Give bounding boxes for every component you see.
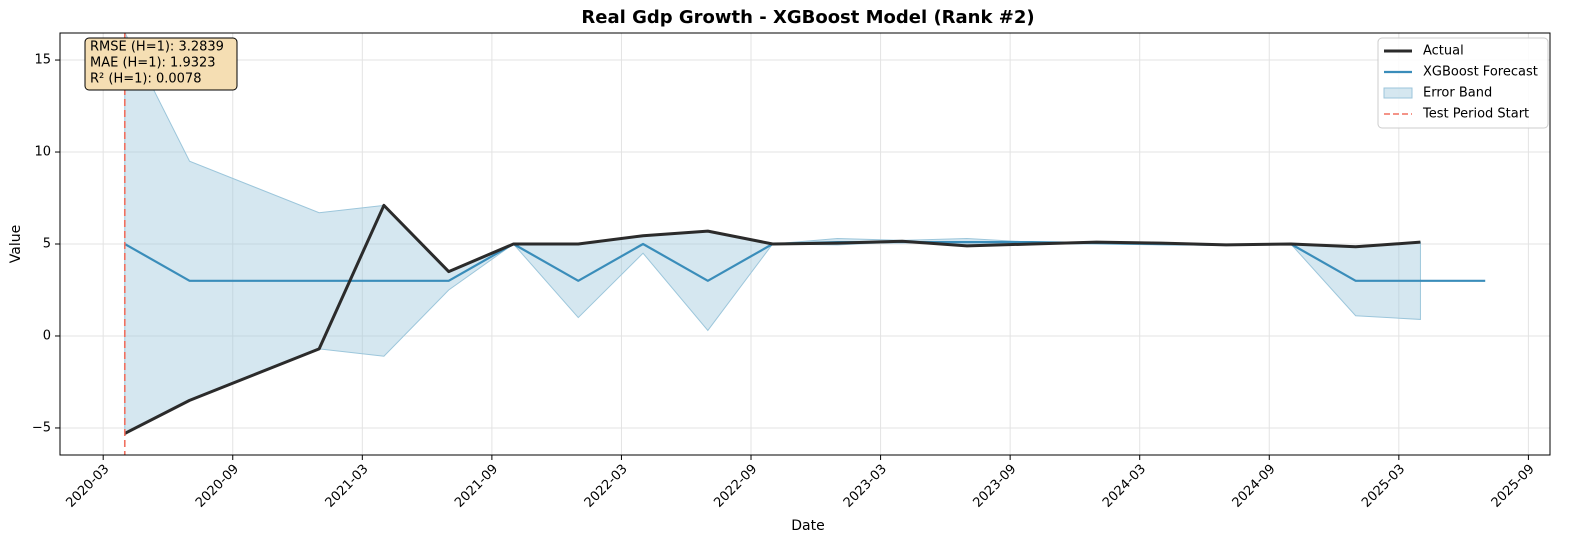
y-tick-label: 10 <box>34 145 51 160</box>
legend: Actual XGBoost Forecast Error Band Test Per… <box>1377 37 1549 129</box>
series-line <box>124 203 1421 435</box>
y-tick-label: 15 <box>34 53 51 68</box>
legend-label: Test Period Start <box>1422 107 1529 122</box>
legend-swatch <box>1383 87 1413 99</box>
chart-title: Real Gdp Growth - XGBoost Model (Rank #2… <box>581 7 1034 28</box>
legend-label: Actual <box>1423 44 1464 59</box>
metric-text: MAE (H=1): 1.9323 <box>90 56 216 71</box>
y-axis-label: Value <box>8 225 24 263</box>
y-tick-label: −5 <box>32 420 51 435</box>
plot-area <box>123 33 1486 455</box>
legend-label: XGBoost Forecast <box>1423 65 1538 80</box>
legend-box <box>1377 37 1549 129</box>
x-axis-label: Date <box>791 518 824 534</box>
legend-label: Error Band <box>1423 86 1492 101</box>
metrics-box-bg <box>84 37 238 91</box>
metric-text: RMSE (H=1): 3.2839 <box>90 40 224 55</box>
y-tick-label: 0 <box>43 328 51 343</box>
y-tick-label: 5 <box>43 237 51 252</box>
metric-text: R² (H=1): 0.0078 <box>90 72 201 87</box>
